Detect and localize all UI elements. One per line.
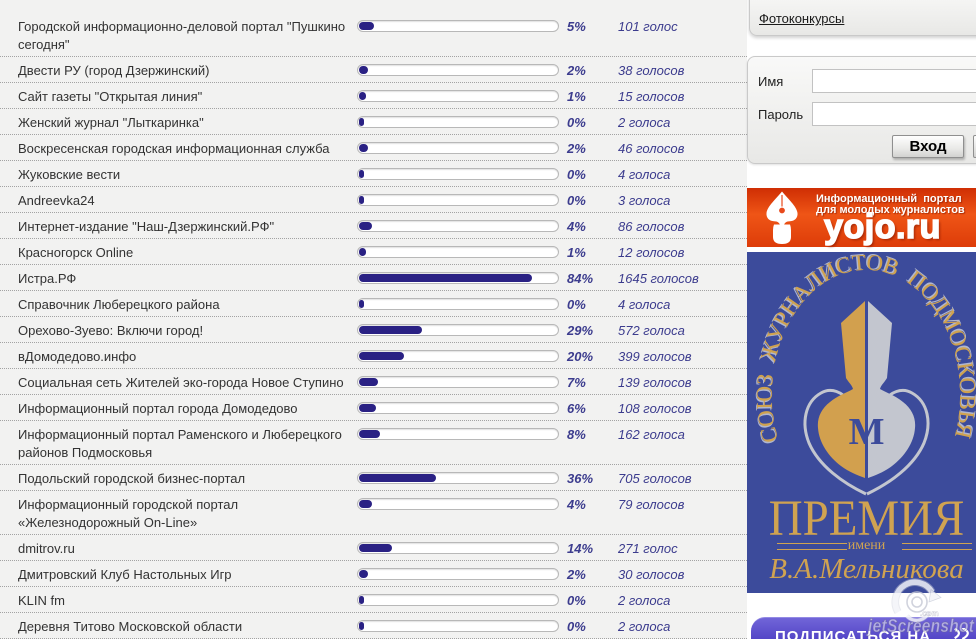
svg-text:М: М <box>849 411 885 453</box>
